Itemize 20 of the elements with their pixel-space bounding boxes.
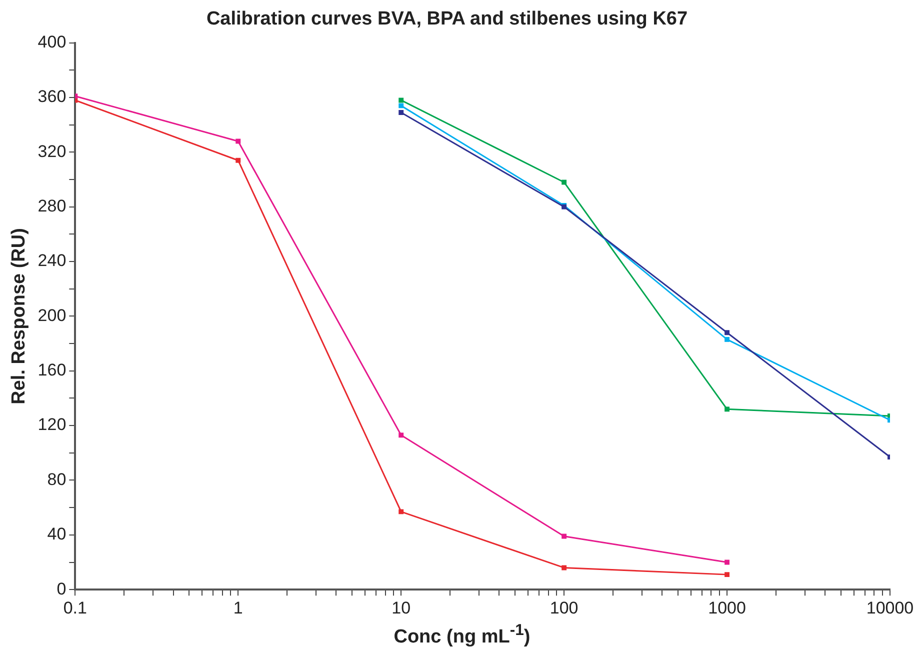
y-tick-label: 240 (38, 251, 66, 270)
x-tick-label: 10000 (866, 598, 914, 618)
y-tick-label: 0 (56, 579, 66, 598)
y-tick-label: 360 (38, 87, 66, 106)
x-axis-title: Conc (ng mL$^{-1}$) (392, 622, 532, 648)
chart-title: Calibration curves BVA, BPA and stilbenes using K67 (206, 8, 688, 30)
x-tick-label: 0.1 (63, 598, 87, 618)
y-tick-label: 40 (47, 524, 66, 544)
x-tick-label: 100 (550, 598, 578, 618)
x-tick-label: 10 (392, 598, 411, 618)
y-axis-title: Rel. Response (RU) (8, 228, 30, 404)
y-tick-label: 280 (38, 196, 66, 216)
y-tick-label: 400 (38, 32, 66, 52)
y-tick-label: 320 (38, 142, 66, 161)
y-tick-label: 120 (38, 415, 66, 434)
y-tick-label: 200 (38, 306, 66, 325)
y-tick-label: 80 (47, 470, 66, 489)
y-tick-label: 160 (38, 360, 66, 380)
x-tick-label: 1 (233, 598, 243, 618)
x-tick-label: 1000 (708, 598, 746, 618)
